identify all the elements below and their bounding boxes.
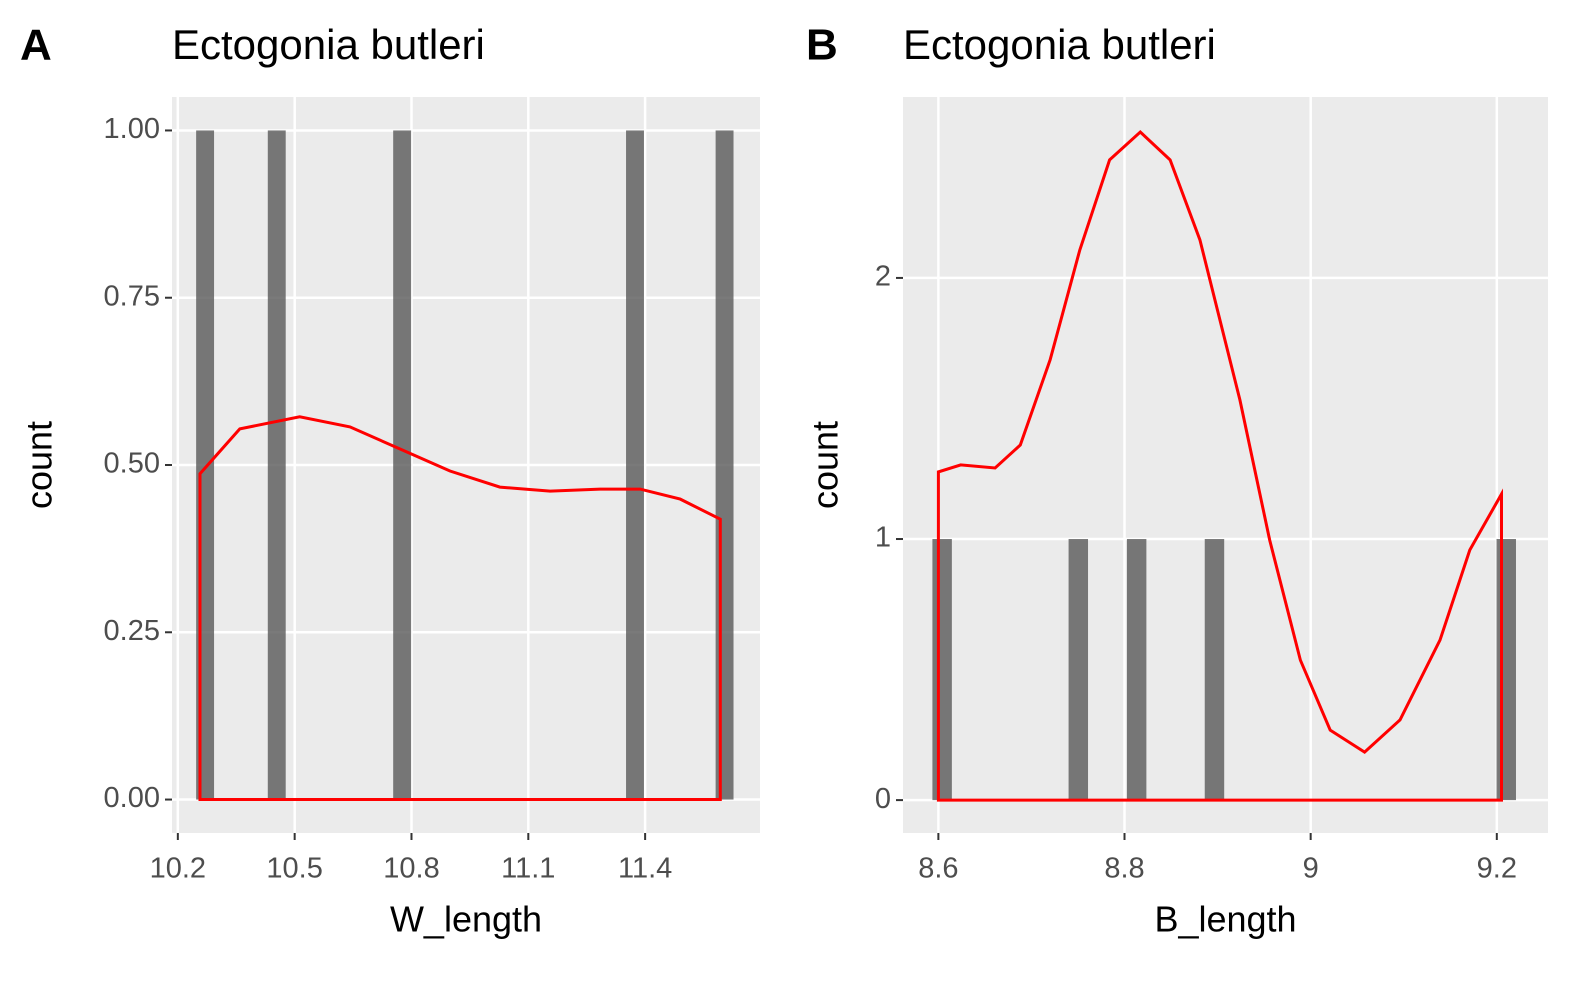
panel-label: B (806, 21, 838, 70)
plot-panel (903, 97, 1548, 833)
chart-title: Ectogonia butleri (903, 21, 1216, 68)
y-tick-label: 1 (875, 522, 891, 554)
bar (393, 130, 412, 800)
x-tick-label: 11.4 (618, 853, 672, 885)
x-tick-label: 9 (1303, 853, 1319, 885)
x-tick-label: 8.6 (918, 853, 958, 885)
x-tick-label: 10.5 (266, 853, 322, 885)
y-tick-label: 2 (875, 261, 891, 293)
x-tick-label: 10.2 (150, 853, 206, 885)
bar (1496, 539, 1516, 801)
bar (1068, 539, 1089, 801)
density-line (198, 415, 722, 801)
y-tick-label: 0.75 (104, 280, 160, 312)
x-tick-label: 11.1 (501, 853, 555, 885)
y-axis-label: count (19, 421, 60, 509)
y-tick-label: 0 (875, 783, 891, 815)
panel-label: A (20, 21, 52, 70)
bar (267, 130, 286, 800)
y-tick-label: 0.50 (104, 448, 160, 480)
bar (1204, 539, 1225, 801)
y-axis-label: count (805, 421, 846, 509)
bar (715, 130, 734, 800)
bar (932, 539, 952, 801)
chart-title: Ectogonia butleri (172, 21, 485, 68)
density-line (936, 129, 1503, 802)
y-tick-label: 1.00 (104, 113, 160, 145)
x-tick-label: 8.8 (1104, 853, 1144, 885)
y-tick-label: 0.25 (104, 615, 160, 647)
x-tick-label: 9.2 (1477, 853, 1517, 885)
bar (626, 130, 644, 800)
x-axis-label: W_length (390, 899, 542, 940)
x-axis-label: B_length (1154, 899, 1296, 940)
y-tick-label: 0.00 (104, 782, 160, 814)
bar (1126, 539, 1147, 801)
x-tick-label: 10.8 (383, 853, 439, 885)
